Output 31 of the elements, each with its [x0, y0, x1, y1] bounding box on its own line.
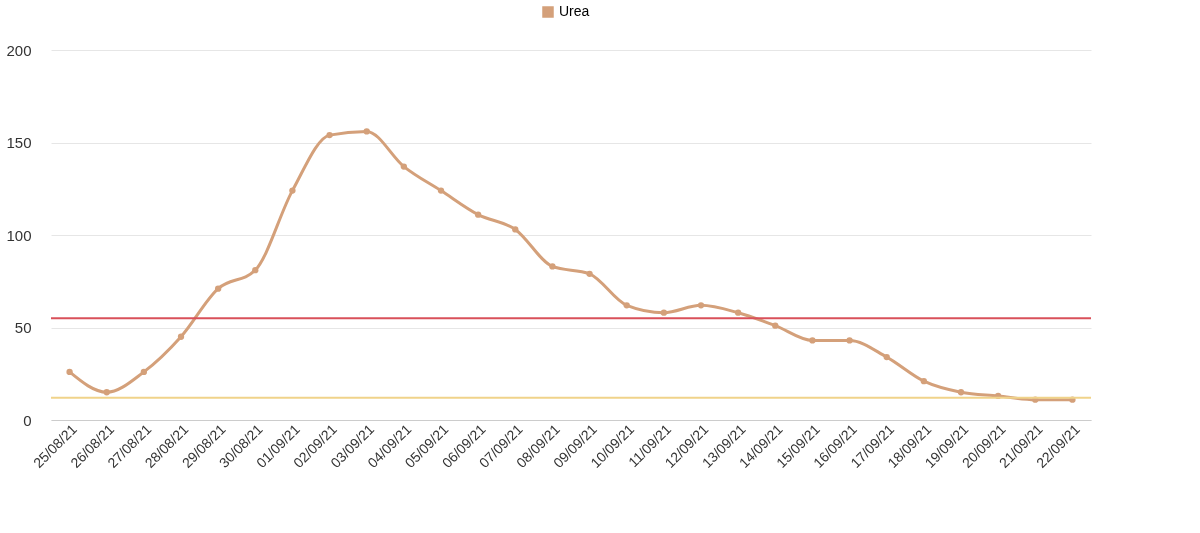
point [474, 211, 482, 218]
y-tick-label: 50 [14, 319, 32, 336]
y-tick-label: 100 [6, 226, 32, 244]
point [957, 389, 965, 396]
point [140, 368, 148, 376]
point [400, 163, 408, 170]
y-tick-label: 0 [23, 411, 32, 429]
y-tick-label: 200 [6, 41, 32, 59]
point [697, 302, 705, 309]
point [437, 187, 445, 194]
point [214, 285, 222, 292]
point [512, 226, 519, 233]
point [326, 131, 333, 139]
point [549, 263, 556, 270]
point [252, 266, 259, 274]
point [809, 337, 816, 344]
point [289, 187, 296, 194]
point [772, 322, 779, 329]
legend-label: Urea [559, 3, 590, 19]
point [846, 337, 853, 344]
point [363, 128, 370, 135]
point [66, 368, 73, 376]
y-tick-label: 150 [6, 134, 32, 151]
point [920, 377, 928, 385]
point [734, 309, 742, 316]
point [586, 270, 593, 278]
point [660, 309, 668, 316]
point [103, 389, 110, 396]
point [623, 302, 630, 309]
point [883, 353, 890, 361]
point [177, 333, 185, 340]
